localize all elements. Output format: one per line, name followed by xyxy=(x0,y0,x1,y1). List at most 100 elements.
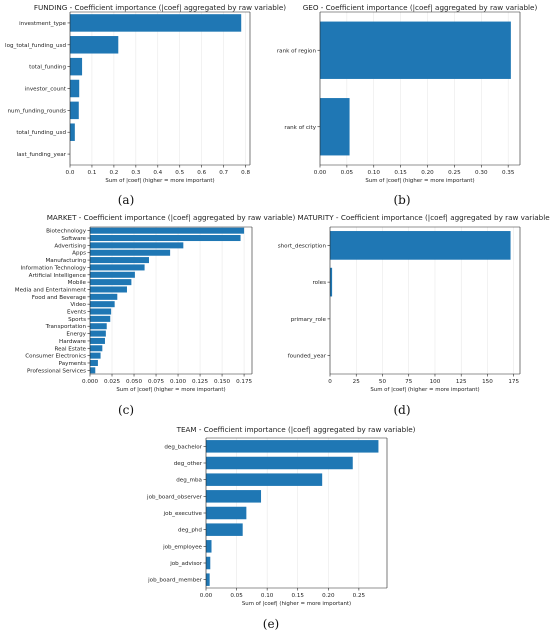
x-tick-label: 0.8 xyxy=(241,170,250,176)
bar-funding-0 xyxy=(70,14,242,32)
y-tick-label: founded_year xyxy=(288,354,327,360)
y-tick-label: Artificial Intelligence xyxy=(29,273,87,279)
bar-maturity-1 xyxy=(330,267,333,297)
y-tick-label: deg_bachelor xyxy=(164,444,202,450)
bar-funding-1 xyxy=(70,36,119,54)
bar-market-5 xyxy=(90,264,145,271)
x-axis-label: Sum of |coef| (higher = more important) xyxy=(105,178,214,184)
y-tick-label: deg_other xyxy=(174,461,203,467)
chart-funding: investment_type log_total_funding_usdtota… xyxy=(5,3,286,207)
bar-market-6 xyxy=(90,271,135,278)
y-tick-label: Video xyxy=(70,302,86,308)
x-tick-label: 0 xyxy=(328,379,332,385)
bar-market-15 xyxy=(90,337,105,344)
chart-title: MATURITY - Coefficient importance (|coef… xyxy=(298,213,550,222)
y-tick-label: primary_role xyxy=(291,317,327,323)
x-tick-label: 0.050 xyxy=(126,379,142,385)
y-tick-label: job_employee xyxy=(162,544,202,550)
bar-maturity-0 xyxy=(330,231,511,260)
bar-market-3 xyxy=(90,249,171,256)
bar-market-14 xyxy=(90,330,106,337)
y-tick-label: job_board_observer xyxy=(146,494,203,500)
bar-team-4 xyxy=(206,506,247,520)
y-tick-label: Hardware xyxy=(59,339,87,345)
x-tick-label: 50 xyxy=(379,379,387,385)
y-tick-label: Apps xyxy=(72,251,86,257)
y-tick-label: Sports xyxy=(68,317,86,323)
y-tick-label: Real Estate xyxy=(54,346,86,352)
bar-funding-4 xyxy=(70,101,79,120)
x-tick-label: 125 xyxy=(456,379,467,385)
x-tick-label: 0.6 xyxy=(197,170,206,176)
x-tick-label: 0.3 xyxy=(131,170,140,176)
y-tick-label: Food and Beverage xyxy=(32,295,87,301)
x-tick-label: 0.4 xyxy=(153,170,162,176)
y-tick-label: Consumer Electronics xyxy=(25,354,86,360)
bar-funding-2 xyxy=(70,57,83,76)
subfigure-caption: (b) xyxy=(393,193,410,207)
y-tick-label: Software xyxy=(61,236,86,242)
subfigure-caption: (d) xyxy=(393,403,410,417)
x-tick-label: 0.025 xyxy=(104,379,120,385)
x-axis-label: Sum of |coef| (higher = more important) xyxy=(116,387,225,393)
y-tick-label: Events xyxy=(67,310,86,316)
x-tick-label: 75 xyxy=(405,379,413,385)
y-tick-label: log_total_funding_usd xyxy=(5,43,66,49)
chart-title: TEAM - Coefficient importance (|coef| ag… xyxy=(176,425,416,434)
y-tick-label: rank of region xyxy=(277,48,317,54)
y-tick-label: Manufacturing xyxy=(45,258,86,264)
x-tick-label: 0.15 xyxy=(394,170,407,176)
bar-market-10 xyxy=(90,301,115,308)
bar-market-12 xyxy=(90,315,111,322)
y-tick-label: Payments xyxy=(59,361,86,367)
x-tick-label: 0.15 xyxy=(291,593,304,599)
subfigure-caption: (c) xyxy=(118,403,134,417)
bar-market-18 xyxy=(90,359,98,366)
subfigure-caption: (e) xyxy=(263,617,279,631)
x-tick-label: 0.10 xyxy=(368,170,381,176)
y-tick-label: Biotechnology xyxy=(46,229,87,235)
x-tick-label: 0.25 xyxy=(353,593,366,599)
y-tick-label: last_funding_year xyxy=(17,152,67,158)
x-tick-label: 0.5 xyxy=(175,170,184,176)
bar-market-13 xyxy=(90,323,107,330)
y-tick-label: job_executive xyxy=(163,511,203,517)
y-tick-label: job_advisor xyxy=(169,561,203,567)
x-tick-label: 0.10 xyxy=(261,593,274,599)
y-tick-label: short_description xyxy=(278,243,327,249)
y-tick-label: Mobile xyxy=(68,280,87,286)
chart-title: GEO - Coefficient importance (|coef| agg… xyxy=(303,3,538,12)
bar-team-1 xyxy=(206,456,353,470)
y-tick-label: deg_mba xyxy=(176,478,202,484)
x-tick-label: 0.00 xyxy=(200,593,213,599)
x-tick-label: 0.000 xyxy=(82,379,98,385)
bar-team-8 xyxy=(206,573,210,586)
bar-team-0 xyxy=(206,440,379,453)
chart-team: deg_bachelor deg_other deg_mba job_board_ob… xyxy=(146,425,416,631)
y-tick-label: rank of city xyxy=(284,125,316,131)
subfigure-caption: (a) xyxy=(118,193,135,207)
bar-market-4 xyxy=(90,257,149,264)
x-tick-label: 0.0 xyxy=(66,170,75,176)
chart-title: FUNDING - Coefficient importance (|coef|… xyxy=(34,3,286,12)
x-tick-label: 0.05 xyxy=(230,593,243,599)
x-tick-label: 0.30 xyxy=(475,170,488,176)
x-tick-label: 0.7 xyxy=(219,170,228,176)
bar-market-2 xyxy=(90,242,184,249)
chart-geo: rank of region rank of city 0.00 0.05 0.10 0.… xyxy=(277,3,538,207)
bar-funding-3 xyxy=(70,79,80,98)
x-tick-label: 0.125 xyxy=(192,379,208,385)
x-tick-label: 175 xyxy=(508,379,519,385)
x-axis-label: Sum of |coef| (higher = more important) xyxy=(242,601,351,607)
bar-market-8 xyxy=(90,286,127,293)
bar-geo-0 xyxy=(320,21,511,79)
x-tick-label: 0.075 xyxy=(148,379,164,385)
bar-market-16 xyxy=(90,345,103,352)
bar-team-6 xyxy=(206,540,212,553)
x-tick-label: 0.150 xyxy=(214,379,230,385)
x-tick-label: 0.20 xyxy=(421,170,434,176)
x-axis-label: Sum of |coef| (higher = more important) xyxy=(370,387,479,393)
